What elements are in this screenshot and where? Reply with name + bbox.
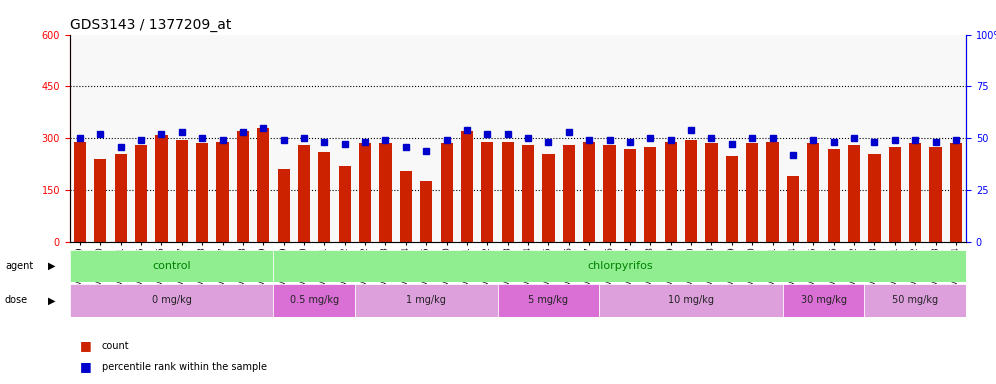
Bar [888,147,901,242]
Bar [278,169,290,242]
Bar [828,149,840,242]
Bar [399,171,412,242]
Text: ■: ■ [80,339,92,352]
Bar [216,142,229,242]
Text: dose: dose [5,295,28,305]
Bar [70,284,274,317]
Bar [522,145,534,242]
Bar [807,144,820,242]
Bar [543,154,555,242]
Bar [115,154,126,242]
Bar [865,284,966,317]
Text: ■: ■ [80,360,92,373]
Text: percentile rank within the sample: percentile rank within the sample [102,362,267,372]
Bar [848,145,861,242]
Bar [502,142,514,242]
Bar [440,144,453,242]
Bar [355,284,498,317]
Bar [95,159,107,242]
Text: 30 mg/kg: 30 mg/kg [801,295,847,306]
Text: agent: agent [5,261,33,271]
Bar [869,154,880,242]
Bar [237,131,249,242]
Text: 10 mg/kg: 10 mg/kg [668,295,714,306]
Bar [746,144,758,242]
Bar [196,144,208,242]
Bar [623,149,636,242]
Text: GDS3143 / 1377209_at: GDS3143 / 1377209_at [70,18,231,32]
Text: count: count [102,341,129,351]
Bar [134,145,147,242]
Text: 0.5 mg/kg: 0.5 mg/kg [290,295,339,306]
Bar [604,145,616,242]
Bar [767,142,779,242]
Text: 5 mg/kg: 5 mg/kg [529,295,569,306]
Bar [583,142,596,242]
Bar [175,140,188,242]
Bar [359,144,372,242]
Bar [339,166,351,242]
Bar [481,142,493,242]
Text: 0 mg/kg: 0 mg/kg [151,295,191,306]
Bar [783,284,865,317]
Bar [155,135,167,242]
Bar [498,284,600,317]
Bar [685,140,697,242]
Bar [319,152,331,242]
Bar [929,147,941,242]
Bar [664,142,677,242]
Text: 1 mg/kg: 1 mg/kg [406,295,446,306]
Bar [274,284,355,317]
Bar [274,250,966,282]
Text: control: control [152,261,191,271]
Bar [950,144,962,242]
Bar [70,250,274,282]
Bar [257,128,269,242]
Bar [298,145,310,242]
Bar [379,144,391,242]
Text: chlorpyrifos: chlorpyrifos [587,261,652,271]
Bar [705,144,717,242]
Bar [420,182,432,242]
Bar [461,131,473,242]
Bar [600,284,783,317]
Bar [74,142,86,242]
Text: ▶: ▶ [48,295,56,305]
Bar [787,176,799,242]
Text: 50 mg/kg: 50 mg/kg [892,295,938,306]
Text: ▶: ▶ [48,261,56,271]
Bar [563,145,575,242]
Bar [644,147,656,242]
Bar [909,144,921,242]
Bar [726,156,738,242]
